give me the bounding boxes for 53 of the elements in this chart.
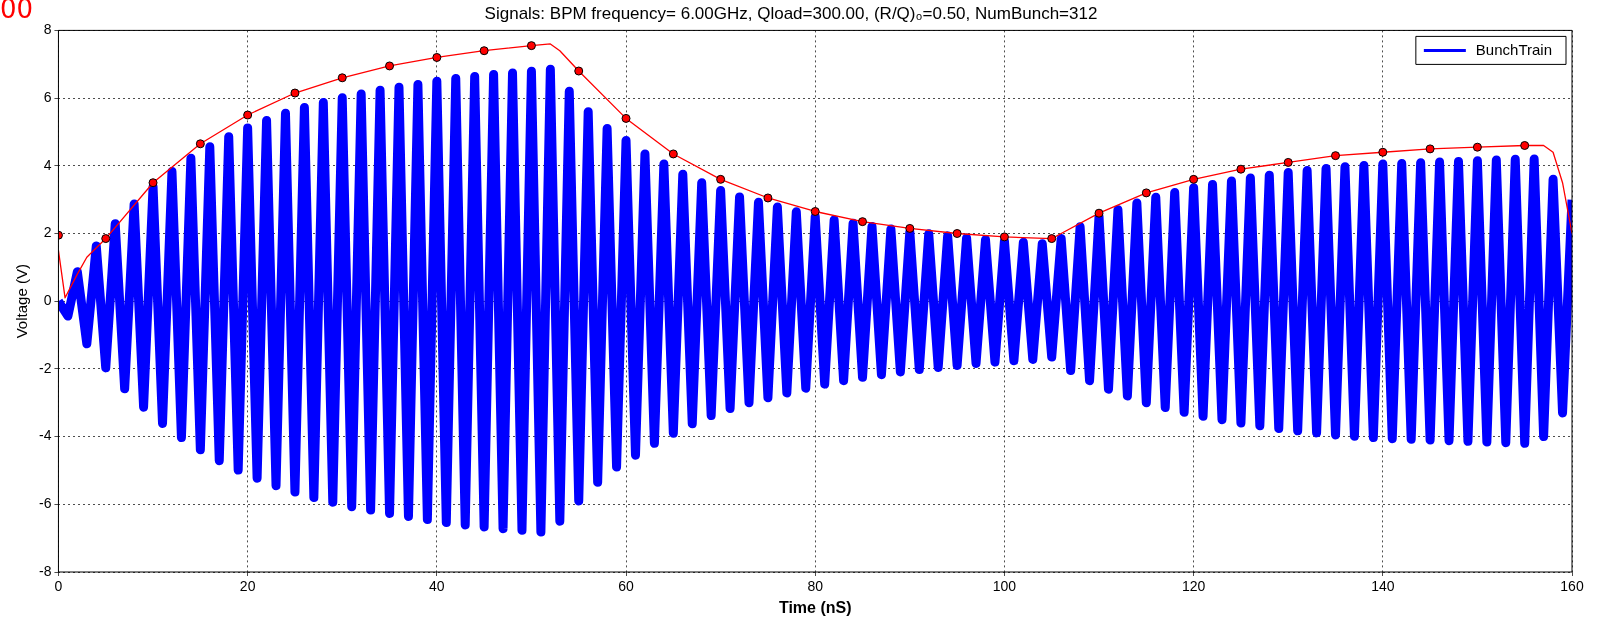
point	[810, 207, 820, 216]
y-tick-label: 4	[43, 156, 52, 173]
y-tick-label: 0	[43, 292, 52, 309]
point	[1331, 151, 1341, 161]
y-tick-label: -2	[39, 359, 52, 376]
point	[716, 174, 726, 184]
point	[1520, 140, 1530, 150]
point	[905, 223, 915, 233]
x-tick-label: 100	[992, 578, 1017, 595]
point	[195, 139, 205, 149]
point	[101, 234, 111, 244]
point	[1472, 142, 1482, 152]
y-tick-label: 2	[43, 224, 52, 241]
point	[526, 41, 536, 51]
y-tick-label: -4	[39, 427, 52, 444]
point	[1425, 144, 1435, 154]
point	[385, 61, 395, 71]
point	[999, 232, 1009, 242]
point	[668, 149, 678, 159]
point	[290, 88, 300, 98]
x-tick-label: 140	[1371, 578, 1395, 595]
y-tick-label: -6	[39, 495, 52, 512]
point	[1283, 157, 1293, 167]
point	[432, 52, 442, 62]
x-tick-label: 80	[807, 578, 824, 595]
y-tick-label: 6	[43, 88, 52, 105]
point	[858, 217, 868, 227]
x-tick-label: 160	[1560, 578, 1584, 595]
point	[1141, 188, 1151, 198]
y-tick-label: 8	[43, 21, 52, 38]
x-tick-label: 40	[429, 578, 445, 595]
x-tick-label: 20	[239, 578, 256, 595]
point	[574, 66, 584, 76]
point	[1378, 147, 1388, 157]
point	[621, 113, 631, 123]
point	[1236, 164, 1246, 174]
point	[952, 229, 962, 238]
point	[479, 46, 489, 56]
x-tick-label: 120	[1181, 578, 1206, 595]
y-tick-label: -8	[39, 562, 52, 579]
point	[337, 73, 347, 83]
point	[243, 110, 253, 120]
x-tick-label: 0	[54, 578, 63, 595]
legend-label: BunchTrain	[1475, 40, 1553, 58]
x-axis-title: Time (nS)	[778, 598, 852, 616]
point	[1189, 174, 1199, 184]
point	[1094, 208, 1104, 218]
point	[148, 178, 158, 188]
point	[1047, 234, 1057, 244]
x-tick-label: 60	[618, 578, 635, 595]
chart-title: Signals: BPM frequency= 6.00GHz, Qload=300.00, (R/Q)₀=0.50, NumBunch=312	[484, 3, 1098, 23]
y-axis-title: Voltage (V)	[13, 264, 31, 339]
point	[763, 193, 773, 203]
